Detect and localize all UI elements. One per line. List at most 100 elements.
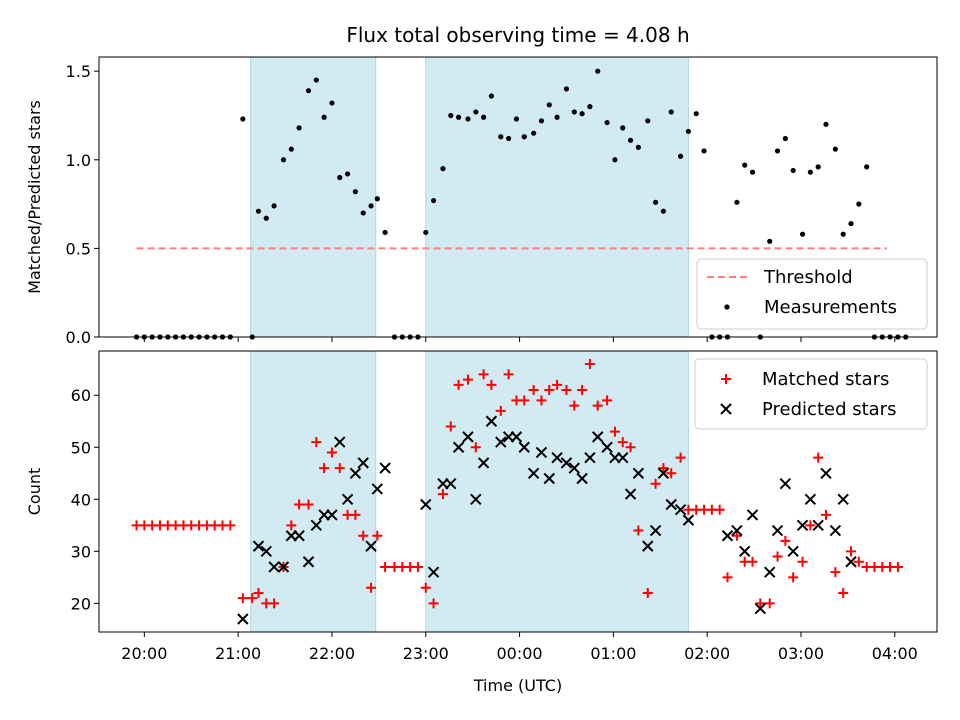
matched-stars-marker [561,385,572,396]
x-tick-label: 00:00 [497,644,543,663]
matched-stars-marker [311,437,322,448]
predicted-stars-marker [260,545,272,558]
y-tick-label: 0.0 [66,328,91,347]
measurement-point [337,174,343,181]
matched-stars-marker [269,598,280,609]
predicted-stars-marker [796,519,809,532]
matched-stars-marker [650,478,661,489]
matched-stars-marker [747,556,758,567]
measurement-point [521,134,527,140]
measurement-point [305,88,312,94]
matched-stars-marker [838,587,849,598]
legend-matched-label: Matched stars [762,369,889,390]
measurement-point [531,130,537,136]
matched-stars-marker [675,452,686,463]
measurement-point [799,231,806,237]
predicted-stars-marker [665,498,677,511]
measurement-point [498,134,504,140]
predicted-stars-marker [535,446,548,459]
measurement-point [790,167,796,174]
matched-stars-marker [412,561,423,572]
predicted-stars-marker [334,436,346,448]
measurement-point [513,116,520,122]
measurement-point [448,112,454,119]
predicted-stars-marker [268,561,280,573]
measurement-point [440,166,446,172]
predicted-stars-marker [518,441,530,453]
matched-stars-marker [846,546,857,557]
predicted-stars-marker [326,509,338,521]
matched-stars-marker [372,530,383,541]
measurement-point [701,148,707,154]
predicted-stars-marker [674,504,687,516]
measurement-point [604,119,610,126]
measurement-point [382,229,388,236]
matched-stars-marker [731,530,742,541]
measurement-point [263,215,269,221]
measurement-point [546,102,552,108]
x-axis-label: Time (UTC) [473,676,562,695]
y-tick-label: 1.5 [66,62,91,81]
x-tick-label: 23:00 [403,644,449,663]
x-tick-label: 02:00 [684,644,730,663]
predicted-stars-marker [657,467,670,479]
matched-stars-marker [892,561,903,572]
predicted-stars-marker [551,451,563,464]
measurement-point [677,153,684,159]
matched-stars-marker [617,437,628,448]
predicted-stars-marker [779,477,792,490]
measurement-point [767,238,773,244]
predicted-stars-marker [349,467,362,479]
matched-stars-marker [453,379,464,390]
matched-stars-marker [830,567,841,578]
predicted-stars-marker [624,488,637,500]
axes-frame [98,56,938,338]
matched-stars-marker [569,400,580,411]
measurement-point [660,208,666,214]
predicted-stars-marker [592,431,604,443]
predicted-stars-marker [462,431,474,443]
measurement-point [481,114,487,120]
measurement-point [693,111,699,117]
y-axis-label: Matched/Predicted stars [25,100,44,294]
measurement-point [587,104,593,110]
predicted-stars-marker [357,457,369,469]
axes-frame [98,350,938,633]
predicted-stars-marker [820,467,832,479]
predicted-stars-marker [477,457,490,469]
matched-stars-marker [428,598,439,609]
legend-matched-swatch [721,374,731,384]
matched-stars-marker [544,385,555,396]
measurement-point [465,116,471,122]
measurement-point [668,109,674,115]
predicted-stars-marker [445,477,457,490]
predicted-stars-marker [738,545,751,558]
predicted-stars-marker [576,472,588,485]
matched-stars-marker [609,426,620,437]
predicted-stars-marker [495,436,507,448]
matched-stars-marker [358,530,369,541]
matched-stars-marker [303,499,314,510]
predicted-stars-marker [310,519,323,532]
measurement-point [734,199,740,205]
chart-title: Flux total observing time = 4.08 h [346,23,689,47]
predicted-stars-marker [379,462,391,474]
matched-stars-marker [642,587,653,598]
matched-stars-marker [813,452,824,463]
predicted-stars-marker [420,498,432,511]
y-tick-label: 30 [71,542,91,561]
matched-stars-marker [772,551,783,562]
matched-stars-marker [714,504,725,515]
measurement-point [455,114,462,120]
x-tick-label: 20:00 [121,644,167,663]
observing-interval-shade [250,350,377,633]
predicted-stars-marker [721,530,734,542]
y-axis-label: Count [25,468,44,516]
matched-stars-marker [820,509,831,520]
matched-stars-marker [495,405,506,416]
measurement-point [840,231,846,237]
measurement-point [815,164,821,170]
matched-stars-marker [253,587,264,598]
measurement-point [280,157,287,163]
matched-stars-marker [519,395,530,406]
